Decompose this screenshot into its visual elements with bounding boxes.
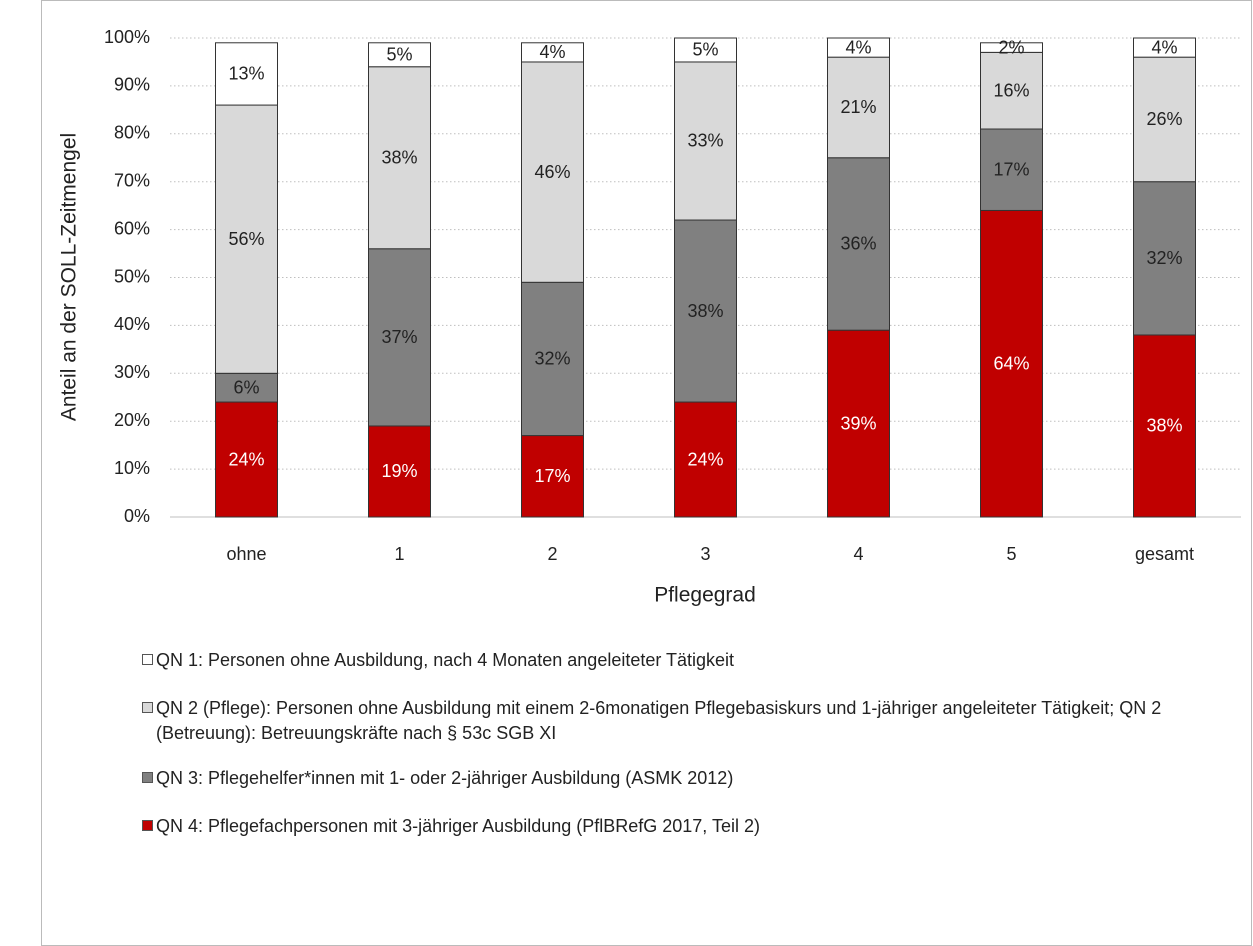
y-tick-label: 30%	[114, 362, 150, 382]
bar-segment	[368, 425, 431, 518]
y-tick-label: 90%	[114, 75, 150, 95]
data-label: 38%	[1146, 416, 1182, 436]
bar-segment	[521, 435, 584, 518]
data-label: 21%	[840, 97, 876, 117]
bar-segment	[827, 329, 890, 518]
data-label: 6%	[233, 377, 259, 397]
legend-swatch	[142, 820, 153, 831]
x-tick-label: ohne	[226, 544, 266, 564]
data-label: 24%	[687, 449, 723, 469]
legend-item: QN 1: Personen ohne Ausbildung, nach 4 M…	[142, 648, 1253, 673]
data-label: 5%	[386, 45, 412, 65]
bar-segment	[215, 104, 278, 374]
bar-segment	[827, 37, 890, 58]
data-label: 56%	[228, 229, 264, 249]
data-label: 5%	[692, 40, 718, 60]
x-axis-label: Pflegegrad	[654, 584, 756, 607]
legend-label: QN 4: Pflegefachpersonen mit 3-jähriger …	[156, 816, 760, 836]
data-label: 36%	[840, 234, 876, 254]
bar-segment	[521, 61, 584, 283]
data-label: 39%	[840, 413, 876, 433]
y-tick-label: 40%	[114, 314, 150, 334]
bar-segment	[1133, 56, 1196, 183]
x-tick-label: 2	[547, 544, 557, 564]
data-label: 4%	[845, 37, 871, 57]
data-label: 19%	[381, 461, 417, 481]
data-label: 64%	[993, 353, 1029, 373]
bar-segment	[215, 42, 278, 106]
data-label: 4%	[1151, 37, 1177, 57]
legend-item: QN 4: Pflegefachpersonen mit 3-jähriger …	[142, 814, 1253, 839]
y-tick-label: 80%	[114, 123, 150, 143]
bar-segment	[368, 66, 431, 250]
bar-segment	[1133, 37, 1196, 58]
y-tick-label: 70%	[114, 170, 150, 190]
bar-segment	[980, 128, 1043, 211]
bar-segment	[674, 401, 737, 518]
data-label: 26%	[1146, 109, 1182, 129]
data-label: 4%	[539, 42, 565, 62]
bar-segment	[368, 248, 431, 427]
legend-swatch	[142, 772, 153, 783]
x-tick-label: 4	[853, 544, 863, 564]
bar-segment	[980, 209, 1043, 518]
data-label: 38%	[687, 301, 723, 321]
y-tick-label: 20%	[114, 410, 150, 430]
bar-segment	[827, 157, 890, 331]
legend-label: QN 1: Personen ohne Ausbildung, nach 4 M…	[156, 650, 735, 670]
bar-segment	[521, 281, 584, 437]
data-label: 24%	[228, 449, 264, 469]
legend-swatch	[142, 702, 153, 713]
y-tick-label: 60%	[114, 218, 150, 238]
x-tick-label: 1	[394, 544, 404, 564]
bar-segment	[1133, 334, 1196, 518]
data-label: 13%	[228, 64, 264, 84]
bar-segment	[521, 42, 584, 63]
y-tick-label: 50%	[114, 266, 150, 286]
x-tick-label: 5	[1006, 544, 1016, 564]
data-label: 17%	[993, 159, 1029, 179]
y-axis-label: Anteil an der SOLL-Zeitmengel	[58, 133, 81, 421]
data-label: 46%	[534, 162, 570, 182]
data-label: 38%	[381, 148, 417, 168]
bar-segment	[980, 51, 1043, 130]
legend-label: QN 2 (Pflege): Personen ohne Ausbildung …	[156, 698, 1162, 743]
data-label: 37%	[381, 327, 417, 347]
x-tick-label: 3	[700, 544, 710, 564]
data-label: 32%	[1146, 248, 1182, 268]
bar-segment	[980, 42, 1043, 53]
bar-segment	[215, 401, 278, 518]
y-tick-label: 0%	[124, 506, 150, 526]
y-tick-label: 10%	[114, 458, 150, 478]
x-tick-label: gesamt	[1135, 544, 1194, 564]
legend-item: QN 3: Pflegehelfer*innen mit 1- oder 2-j…	[142, 766, 1253, 791]
y-tick-label: 100%	[104, 27, 150, 47]
legend-label: QN 3: Pflegehelfer*innen mit 1- oder 2-j…	[156, 768, 734, 788]
bar-segment	[368, 42, 431, 68]
data-label: 33%	[687, 131, 723, 151]
legend-item: QN 2 (Pflege): Personen ohne Ausbildung …	[142, 696, 1253, 746]
legend-swatch	[142, 654, 153, 665]
data-label: 32%	[534, 349, 570, 369]
bar-segment	[674, 37, 737, 63]
data-label: 16%	[993, 80, 1029, 100]
data-label: 17%	[534, 466, 570, 486]
data-label: 2%	[998, 37, 1024, 57]
bar-segment	[674, 219, 737, 403]
bar-segment	[1133, 181, 1196, 336]
bar-segment	[674, 61, 737, 221]
